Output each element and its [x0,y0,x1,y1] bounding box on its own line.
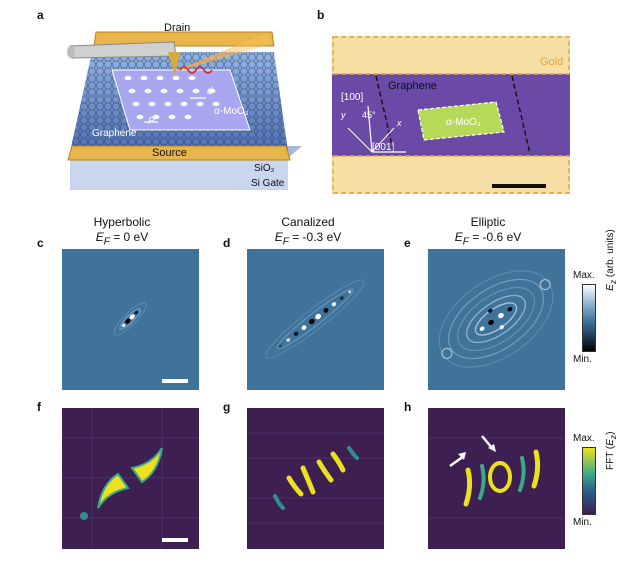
axis-y-arrow [347,127,373,153]
p-label: P [148,116,155,127]
axis-100-label: [100] [341,92,364,103]
colorbar-fft-title: FFT (Ez) [605,431,618,470]
field-map-canalized [247,249,384,390]
axis-001-label: [001] [372,142,395,153]
afm-cantilever [69,41,177,59]
column-header-canalized: Canalized EF = -0.3 eV [238,215,378,249]
fft-map-canalized [247,408,384,549]
regime-label: Hyperbolic [93,215,151,229]
axis-100-arrow [367,105,373,153]
colorbar-field [582,284,596,352]
elliptic-ifc [488,461,512,493]
scale-bar-b [492,184,546,188]
field-map-hyperbolic [62,249,199,390]
field-map-elliptic [428,249,565,390]
fermi-energy: EF = -0.3 eV [274,230,342,248]
drain-electrode [93,31,275,47]
device-schematic [40,12,315,200]
x-axis-label: x [397,118,402,128]
scattered-wave [179,66,213,74]
colorbar-field-max: Max. [573,270,595,281]
colorbar-field-min: Min. [573,354,592,365]
source-label: Source [152,147,187,159]
panel-label-g: g [223,400,231,414]
colorbar-fft [582,447,596,515]
optical-micrograph [332,36,570,194]
si-gate-label: Si Gate [251,178,285,189]
graphene-label-a: Graphene [92,128,137,139]
panel-label-b: b [317,8,325,22]
drain-label: Drain [164,22,191,34]
afm-tip [168,52,180,76]
fft-map-hyperbolic [62,408,199,549]
y-axis-label: y [341,110,346,120]
moo3-label-b: α-MoO₃ [446,117,481,128]
panel-label-h: h [404,400,412,414]
gold-top-pad [332,36,570,74]
axis-x-arrow [371,127,395,153]
sio2-label: SiO₂ [254,163,275,174]
panel-label-d: d [223,236,231,250]
colorbar-fft-max: Max. [573,433,595,444]
scale-bar-c [162,379,188,383]
gold-label: Gold [540,56,564,68]
gold-bottom-pad [332,156,570,194]
regime-label: Canalized [281,215,335,229]
d-label: d [207,86,213,97]
angle-label: 45° [362,110,376,120]
graphene-edge-left [375,75,395,155]
moo3-flake [111,69,251,131]
scale-bar-f [162,538,188,542]
panel-label-a: a [37,8,44,22]
column-header-hyperbolic: Hyperbolic EF = 0 eV [52,215,192,249]
column-header-elliptic: Elliptic EF = -0.6 eV [418,215,558,249]
moo3-flake-b [417,101,505,141]
fft-map-elliptic [428,408,565,549]
moo3-label-a: α-MoO₃ [214,106,249,117]
si-gate-layer [70,158,288,190]
panel-label-c: c [37,236,44,250]
laser-beam [174,32,272,72]
regime-label: Elliptic [470,215,506,229]
colorbar-fft-min: Min. [573,517,592,528]
graphene-label-b: Graphene [388,80,437,92]
arrow-right [481,435,493,449]
graphene-edge-right [511,75,531,155]
panel-label-f: f [37,400,41,414]
fermi-energy: EF = 0 eV [95,230,149,248]
source-electrode [67,145,291,161]
hole-array [124,75,220,120]
panel-label-e: e [404,236,411,250]
fermi-energy: EF = -0.6 eV [454,230,522,248]
colorbar-field-title: Ez (arb. units) [605,229,618,291]
